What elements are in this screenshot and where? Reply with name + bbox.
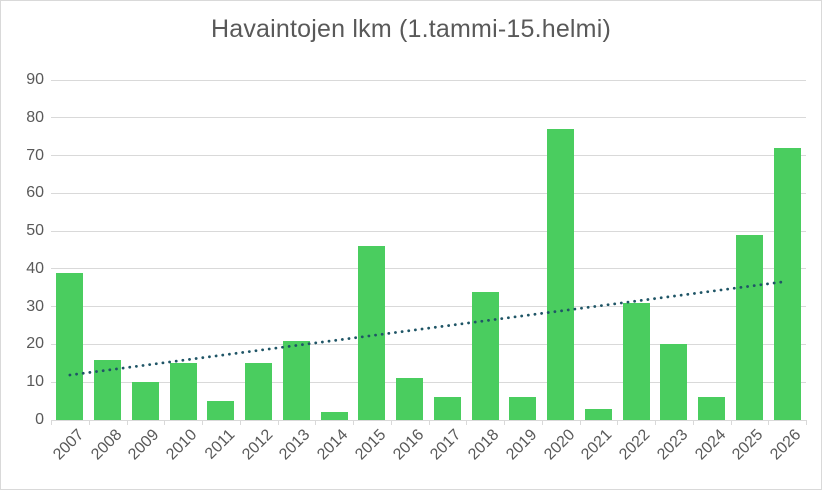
- bar-2025: [735, 234, 763, 420]
- x-axis-tick: [277, 420, 279, 425]
- bar-2018: [471, 291, 499, 420]
- x-axis-tick: [353, 420, 354, 425]
- x-axis-tick: [466, 420, 468, 425]
- gridline-y-40: [51, 268, 806, 270]
- x-axis-tick: [315, 420, 317, 425]
- bar-2008: [94, 359, 122, 420]
- bar-2024: [698, 397, 726, 420]
- x-axis-tick: [730, 420, 732, 425]
- x-axis-tick: [617, 420, 619, 425]
- x-axis-tick: [428, 420, 430, 425]
- gridline-y-80: [51, 117, 806, 119]
- chart-title: Havaintojen lkm (1.tammi-15.helmi): [211, 15, 611, 43]
- bar-2023: [660, 344, 688, 420]
- x-axis-tick: [541, 420, 543, 425]
- y-axis-label-40: 40: [26, 259, 44, 277]
- bar-2015: [358, 246, 386, 420]
- bar-2026: [773, 148, 801, 420]
- x-axis-tick: [88, 420, 90, 425]
- bar-2009: [131, 382, 159, 420]
- bar-2016: [396, 378, 424, 420]
- x-axis-tick: [655, 420, 656, 425]
- bar-2011: [207, 401, 235, 420]
- bar-2007: [56, 272, 84, 420]
- x-axis-tick: [504, 420, 505, 425]
- y-axis-label-50: 50: [26, 222, 44, 240]
- y-axis-label-10: 10: [26, 373, 44, 391]
- x-axis-tick: [692, 420, 694, 425]
- x-axis-tick: [390, 420, 392, 425]
- gridline-y-20: [51, 343, 806, 345]
- y-axis-label-60: 60: [26, 184, 44, 202]
- x-axis-tick: [164, 420, 166, 425]
- x-axis-tick: [806, 420, 807, 425]
- gridline-y-30: [51, 306, 806, 308]
- bar-2017: [433, 397, 461, 420]
- y-axis-label-80: 80: [26, 108, 44, 126]
- gridline-y-60: [51, 192, 806, 194]
- trendline-layer: [68, 279, 789, 377]
- y-axis-label-20: 20: [26, 335, 44, 353]
- x-axis-tick: [579, 420, 581, 425]
- bar-2019: [509, 397, 537, 420]
- plot-area: [51, 79, 807, 425]
- bar-2010: [169, 363, 197, 420]
- y-axis-label-90: 90: [26, 71, 44, 88]
- bar-2022: [622, 302, 650, 420]
- bar-2014: [320, 412, 348, 420]
- x-axis-tick: [126, 420, 128, 425]
- bar-2020: [547, 129, 575, 420]
- x-axis-tick: [239, 420, 241, 425]
- gridline-y-10: [51, 381, 806, 383]
- bar-2012: [245, 363, 273, 420]
- x-axis-tick: [768, 420, 770, 425]
- gridline-y-50: [51, 230, 806, 232]
- y-axis-label-30: 30: [26, 297, 44, 315]
- gridline-y-70: [51, 155, 806, 157]
- bar-2013: [282, 340, 310, 420]
- y-axis-label-70: 70: [26, 146, 44, 164]
- y-axis-label-0: 0: [35, 411, 44, 428]
- bar-2021: [584, 408, 612, 420]
- x-axis-tick: [51, 420, 52, 425]
- gridline-y-90: [51, 79, 806, 81]
- x-axis-tick: [202, 420, 203, 425]
